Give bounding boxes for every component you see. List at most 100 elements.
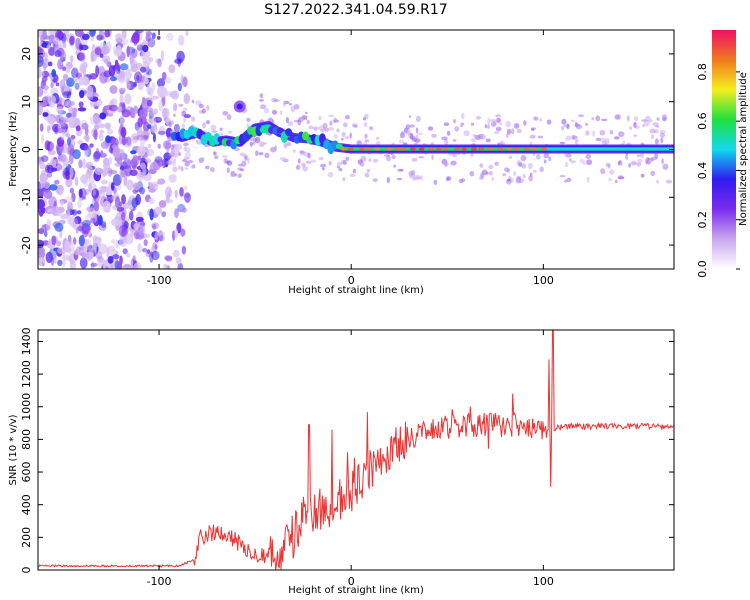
spectrogram-noise-cell — [654, 138, 659, 145]
spectrogram-noise-cell — [328, 126, 335, 131]
spectrogram-noise-cell — [470, 122, 475, 126]
spectrogram-noise-cell — [264, 152, 270, 159]
spectrogram-noise-cell — [123, 136, 129, 144]
spectrogram-noise-cell — [102, 259, 106, 269]
spectrogram-peak-cell — [393, 147, 400, 151]
spectrogram-noise-cell — [290, 105, 296, 113]
spectrogram-noise-cell — [62, 73, 69, 81]
spectrogram-noise-cell — [305, 160, 312, 164]
spectrogram-noise-cell — [516, 128, 522, 134]
spectrogram-noise-cell — [151, 181, 160, 187]
spectrogram-noise-cell — [410, 133, 414, 140]
spectrogram-noise-cell — [204, 165, 210, 170]
spectrogram-noise-cell — [112, 254, 120, 260]
spectrogram-noise-cell — [279, 110, 283, 116]
spectrogram-noise-cell — [398, 139, 404, 143]
spectrogram-noise-cell — [460, 178, 466, 183]
spectrogram-noise-cell — [131, 133, 139, 144]
spectrogram-noise-cell — [82, 33, 90, 41]
spectrogram-noise-cell — [463, 130, 470, 137]
spectrogram-noise-cell — [308, 125, 314, 130]
spectrogram-ridge-cell — [335, 143, 343, 150]
spectrogram-noise-cell — [470, 138, 477, 142]
spectrogram-noise-cell — [344, 136, 350, 139]
spectrogram-noise-cell — [150, 116, 157, 124]
snr-xtick-label: -100 — [147, 575, 172, 588]
spectrogram-noise-cell — [310, 159, 316, 163]
spectrogram-noise-cell — [46, 125, 51, 134]
spectrogram-noise-cell — [79, 257, 88, 269]
spectrogram-noise-cell — [38, 188, 44, 198]
colorbar: 0.0 0.2 0.4 0.6 0.8 Normalized spectral ampl… — [696, 30, 749, 278]
spectrogram-noise-cell — [322, 122, 328, 129]
spectrogram-noise-cell — [110, 182, 115, 191]
snr-ytick-label: 1200 — [20, 360, 33, 388]
spectrogram-noise-cell — [156, 78, 166, 88]
spectrogram-noise-cell — [121, 77, 129, 82]
spectrogram-noise-cell — [107, 128, 114, 135]
spectrogram-noise-cell — [397, 168, 404, 172]
spectrogram-noise-cell — [578, 114, 585, 118]
spectrogram-noise-cell — [157, 231, 166, 236]
spectrogram-noise-cell — [59, 79, 66, 90]
spectrogram-noise-cell — [137, 47, 143, 53]
spectrogram-noise-cell — [336, 165, 341, 169]
spectrogram-noise-cell — [453, 119, 456, 124]
spectrogram-noise-cell — [157, 178, 166, 185]
spectrogram-noise-cell — [145, 30, 152, 36]
spectrogram-noise-cell — [183, 117, 186, 123]
spectrogram-noise-cell — [318, 157, 324, 161]
spectrogram-noise-cell — [77, 140, 83, 145]
spectrogram-noise-cell — [42, 76, 47, 87]
spectrogram-noise-cell — [172, 158, 177, 167]
spectrogram-noise-cell — [306, 119, 310, 125]
spectrogram-noise-cell — [536, 153, 541, 160]
spectrogram-noise-cell — [533, 169, 537, 173]
spectrogram-noise-cell — [105, 61, 110, 68]
spectrogram-noise-cell — [656, 179, 659, 184]
spectrogram-noise-cell — [659, 132, 666, 138]
spectrogram-xtick-label: -100 — [147, 274, 172, 287]
spectrogram-noise-cell — [92, 189, 97, 196]
spectrogram-noise-cell — [121, 109, 131, 118]
spectrogram-noise-cell — [172, 166, 178, 172]
spectrogram-noise-cell — [288, 103, 293, 106]
spectrogram-noise-cell — [69, 187, 74, 194]
spectrogram-noise-cell — [112, 174, 122, 186]
spectrogram-noise-cell — [41, 155, 49, 163]
spectrogram-noise-cell — [114, 33, 123, 42]
spectrogram-noise-cell — [158, 125, 166, 137]
spectrogram-noise-cell — [154, 244, 158, 250]
spectrogram-noise-cell — [38, 247, 45, 255]
colorbar-label: Normalized spectral amplitude — [738, 72, 749, 226]
spectrogram-noise-cell — [82, 176, 89, 187]
colorbar-tick-label: 0.4 — [696, 162, 709, 180]
spectrogram-noise-cell — [274, 145, 278, 151]
spectrogram-noise-cell — [99, 53, 104, 58]
spectrogram-noise-cell — [163, 263, 169, 269]
spectrogram-noise-cell — [158, 200, 167, 208]
spectrogram-noise-cell — [70, 134, 76, 140]
spectrogram-noise-cell — [59, 116, 67, 127]
spectrogram-noise-cell — [43, 85, 49, 91]
spectrogram-noise-cell — [38, 30, 42, 38]
colorbar-tick-label: 0.8 — [696, 63, 709, 81]
spectrogram-noise-cell — [614, 179, 618, 184]
spectrogram-noise-cell — [50, 207, 58, 216]
spectrogram-noise-cell — [259, 104, 267, 110]
spectrogram-noise-cell — [180, 228, 186, 237]
spectrogram-noise-cell — [75, 125, 81, 132]
spectrogram-noise-cell — [51, 235, 57, 246]
spectrogram-noise-cell — [141, 98, 150, 110]
spectrogram-noise-cell — [136, 74, 140, 81]
spectrogram-noise-cell — [60, 200, 64, 206]
spectrogram-noise-cell — [303, 117, 308, 121]
spectrogram-noise-cell — [274, 99, 280, 102]
spectrogram-noise-cell — [249, 141, 253, 147]
spectrogram-noise-cell — [108, 65, 116, 77]
spectrogram-noise-cell — [491, 176, 495, 182]
spectrogram-noise-cell — [341, 131, 346, 138]
spectrogram-noise-cell — [73, 77, 79, 82]
spectrogram-noise-cell — [53, 253, 57, 264]
spectrogram-noise-cell — [112, 146, 121, 157]
